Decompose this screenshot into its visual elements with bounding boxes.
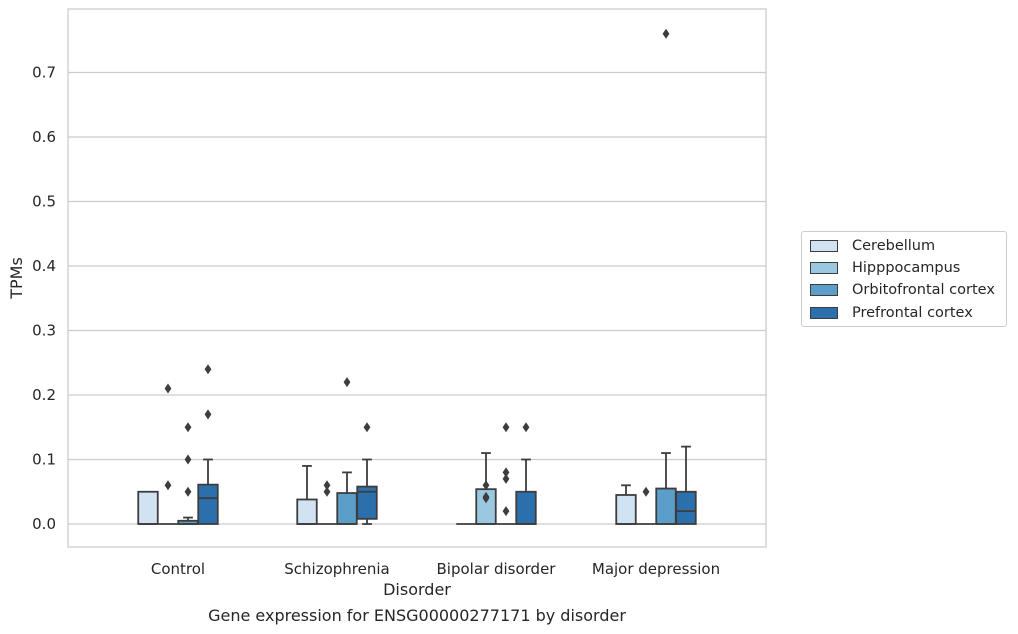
legend-label-prefrontal-cortex: Prefrontal cortex bbox=[852, 305, 973, 321]
x-tick-label: Major depression bbox=[592, 560, 720, 578]
legend-label-orbitofrontal-cortex: Orbitofrontal cortex bbox=[852, 282, 995, 298]
outlier-point bbox=[323, 486, 331, 497]
y-tick-label: 0.3 bbox=[32, 322, 56, 340]
box-body bbox=[675, 490, 697, 525]
box-prefrontal-cortex bbox=[675, 445, 697, 525]
box-orbitofrontal-cortex bbox=[177, 422, 199, 525]
outlier-point bbox=[662, 28, 670, 39]
box-prefrontal-cortex bbox=[356, 422, 378, 525]
outlier-point bbox=[522, 422, 530, 433]
outlier-point bbox=[204, 409, 212, 420]
outlier-point bbox=[164, 480, 172, 491]
legend-entry-prefrontal-cortex: Prefrontal cortex bbox=[810, 303, 973, 323]
box-body bbox=[655, 487, 677, 525]
legend-entry-orbitofrontal-cortex: Orbitofrontal cortex bbox=[810, 280, 995, 300]
outlier-point bbox=[184, 422, 192, 433]
legend: Cerebellum Hipppocampus Orbitofrontal co… bbox=[801, 231, 1007, 327]
y-axis-label: TPMs bbox=[7, 257, 26, 300]
outlier-point bbox=[502, 422, 510, 433]
outlier-point bbox=[502, 467, 510, 478]
y-tick-labels: 0.0 0.1 0.2 0.3 0.4 0.5 0.6 0.7 bbox=[32, 64, 56, 534]
box-prefrontal-cortex bbox=[197, 364, 219, 525]
outlier-point bbox=[502, 506, 510, 517]
box-body bbox=[296, 498, 318, 525]
box-hipppocampus bbox=[317, 480, 337, 525]
x-tick-label: Schizophrenia bbox=[284, 560, 389, 578]
x-axis-label: Disorder bbox=[383, 580, 451, 599]
y-tick-label: 0.2 bbox=[32, 386, 56, 404]
outlier-point bbox=[502, 473, 510, 484]
y-tick-label: 0.6 bbox=[32, 128, 56, 146]
box-orbitofrontal-cortex bbox=[496, 422, 516, 525]
outlier-point bbox=[363, 422, 371, 433]
outlier-point bbox=[164, 383, 172, 394]
box-cerebellum bbox=[137, 490, 159, 525]
box-orbitofrontal-cortex bbox=[336, 377, 358, 525]
legend-swatch-hippocampus bbox=[810, 262, 838, 274]
box-body bbox=[336, 492, 358, 525]
legend-swatch-cerebellum bbox=[810, 240, 838, 252]
box-body bbox=[615, 494, 637, 525]
x-tick-labels: Control Schizophrenia Bipolar disorder Majo… bbox=[151, 560, 720, 578]
outlier-point bbox=[482, 493, 490, 504]
legend-entry-cerebellum: Cerebellum bbox=[810, 236, 935, 256]
box-hipppocampus bbox=[475, 452, 497, 525]
box-hipppocampus bbox=[158, 383, 178, 525]
box-cerebellum bbox=[615, 484, 637, 525]
y-tick-label: 0.4 bbox=[32, 257, 56, 275]
box-body bbox=[197, 483, 219, 525]
box-orbitofrontal-cortex bbox=[655, 28, 677, 525]
outlier-point bbox=[204, 364, 212, 375]
legend-swatch-prefrontal-cortex bbox=[810, 307, 838, 319]
outlier-point bbox=[343, 377, 351, 388]
legend-label-hippocampus: Hipppocampus bbox=[852, 260, 961, 276]
plot-frame bbox=[67, 8, 767, 548]
outlier-point bbox=[323, 480, 331, 491]
legend-swatch-orbitofrontal-cortex bbox=[810, 284, 838, 296]
box-cerebellum bbox=[296, 465, 318, 525]
outlier-point bbox=[482, 480, 490, 491]
box-plot-marks bbox=[137, 28, 697, 525]
outlier-point bbox=[642, 486, 650, 497]
grid-lines bbox=[68, 71, 766, 525]
y-tick-label: 0.1 bbox=[32, 451, 56, 469]
box-prefrontal-cortex bbox=[515, 422, 537, 525]
x-tick-label: Bipolar disorder bbox=[437, 560, 557, 578]
legend-entry-hippocampus: Hipppocampus bbox=[810, 258, 960, 278]
box-body bbox=[515, 490, 537, 525]
y-tick-label: 0.7 bbox=[32, 64, 56, 82]
figure-caption: Gene expression for ENSG00000277171 by d… bbox=[208, 606, 626, 625]
y-tick-label: 0.0 bbox=[32, 515, 56, 533]
box-body bbox=[137, 490, 159, 525]
y-tick-label: 0.5 bbox=[32, 193, 56, 211]
x-tick-label: Control bbox=[151, 560, 205, 578]
outlier-point bbox=[184, 486, 192, 497]
legend-label-cerebellum: Cerebellum bbox=[852, 238, 936, 254]
box-hipppocampus bbox=[636, 486, 656, 525]
outlier-point bbox=[184, 454, 192, 465]
box-body bbox=[356, 485, 378, 520]
